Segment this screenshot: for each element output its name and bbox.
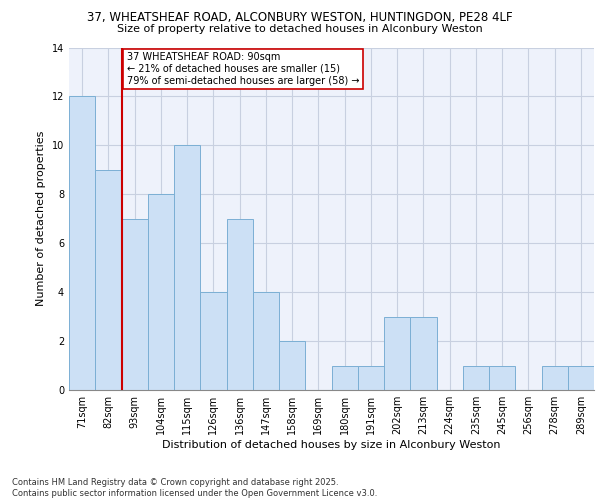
Bar xyxy=(463,366,489,390)
Bar xyxy=(174,146,200,390)
Bar xyxy=(121,219,148,390)
Y-axis label: Number of detached properties: Number of detached properties xyxy=(36,131,46,306)
Bar xyxy=(148,194,174,390)
Text: Size of property relative to detached houses in Alconbury Weston: Size of property relative to detached ho… xyxy=(117,24,483,34)
Bar xyxy=(331,366,358,390)
Bar xyxy=(542,366,568,390)
Bar xyxy=(253,292,279,390)
Text: 37 WHEATSHEAF ROAD: 90sqm
← 21% of detached houses are smaller (15)
79% of semi-: 37 WHEATSHEAF ROAD: 90sqm ← 21% of detac… xyxy=(127,52,359,86)
Bar xyxy=(279,341,305,390)
Text: Contains HM Land Registry data © Crown copyright and database right 2025.
Contai: Contains HM Land Registry data © Crown c… xyxy=(12,478,377,498)
Bar xyxy=(489,366,515,390)
Bar xyxy=(410,316,437,390)
Bar xyxy=(227,219,253,390)
Bar xyxy=(200,292,227,390)
Bar xyxy=(95,170,121,390)
Text: 37, WHEATSHEAF ROAD, ALCONBURY WESTON, HUNTINGDON, PE28 4LF: 37, WHEATSHEAF ROAD, ALCONBURY WESTON, H… xyxy=(87,11,513,24)
X-axis label: Distribution of detached houses by size in Alconbury Weston: Distribution of detached houses by size … xyxy=(162,440,501,450)
Bar xyxy=(358,366,384,390)
Bar xyxy=(568,366,594,390)
Bar xyxy=(69,96,95,390)
Bar xyxy=(384,316,410,390)
